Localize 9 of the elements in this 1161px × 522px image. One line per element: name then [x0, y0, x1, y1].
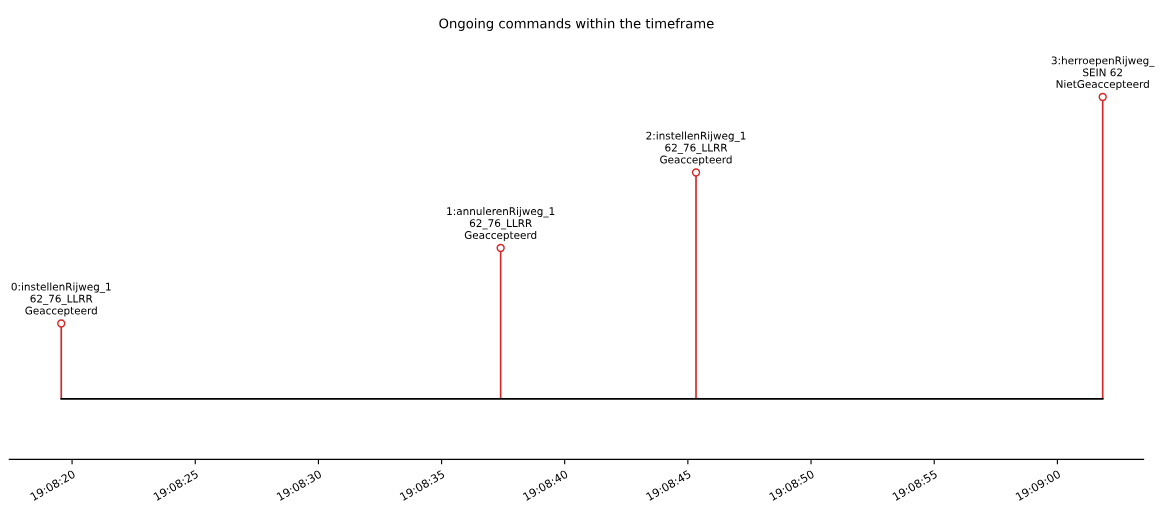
chart-title: Ongoing commands within the timeframe: [439, 18, 714, 31]
point: [496, 243, 505, 253]
annotation: 2:instellenRijweg_1 62_76_LLRR Geaccepteerd: [646, 131, 746, 166]
point: [1098, 92, 1107, 102]
annotation: 1:annulerenRijweg_1 62_76_LLRR Geaccepteerd: [447, 207, 555, 242]
annotation: 3:herroepenRijweg_ SEIN 62 NietGeaccepteerd: [1051, 56, 1155, 90]
annotation: 0:instellenRijweg_1 62_76_LLRR Geaccepteerd: [11, 282, 111, 317]
point: [691, 168, 701, 177]
point: [57, 319, 66, 328]
